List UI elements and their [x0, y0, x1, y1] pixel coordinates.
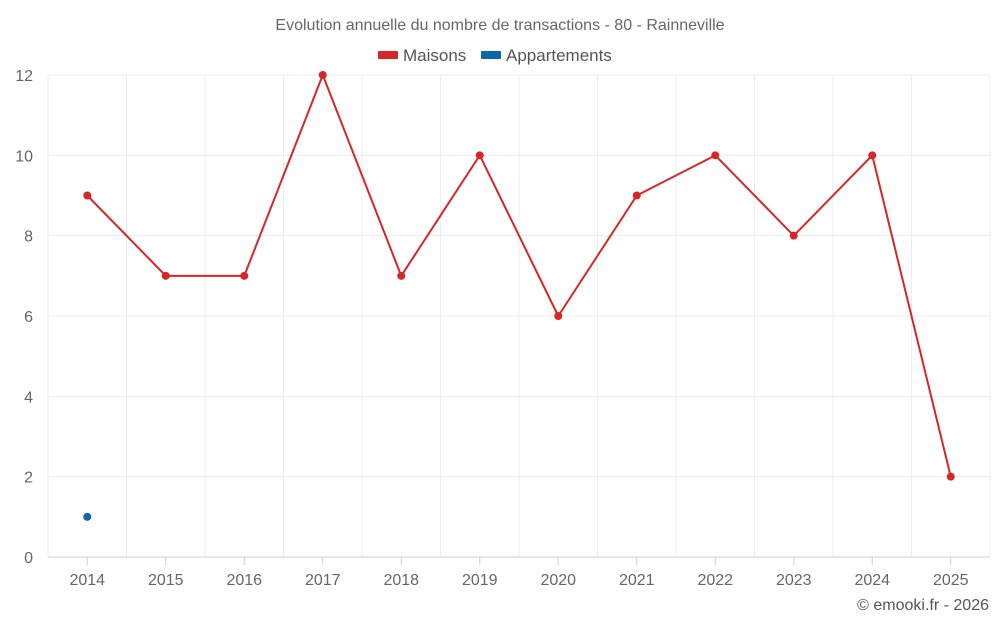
series-line-maisons [86, 74, 952, 477]
y-tick-label: 0 [24, 550, 33, 567]
gridlines [47, 74, 991, 557]
data-point-maisons[interactable] [240, 271, 249, 280]
data-point-appartements[interactable] [83, 512, 92, 521]
x-tick-label: 2017 [305, 572, 341, 589]
y-tick-label: 6 [24, 309, 33, 326]
x-tick-label: 2024 [854, 572, 890, 589]
x-tick-label: 2019 [462, 572, 498, 589]
y-tick-label: 4 [24, 389, 33, 406]
x-tick-label: 2023 [776, 572, 812, 589]
legend-label-maisons: Maisons [403, 46, 466, 65]
data-point-maisons[interactable] [632, 191, 641, 200]
data-point-maisons[interactable] [318, 71, 327, 79]
x-axis-ticks: 2014 2015 2016 2017 2018 2019 2020 2021 2022 2023… [69, 557, 969, 589]
y-tick-label: 12 [15, 68, 33, 85]
legend: Maisons Appartements [378, 46, 612, 65]
legend-item-maisons[interactable]: Maisons [378, 46, 466, 65]
x-tick-label: 2015 [148, 572, 184, 589]
chart-title: Evolution annuelle du nombre de transact… [275, 17, 724, 34]
legend-label-appartements: Appartements [506, 46, 612, 65]
legend-item-appartements[interactable]: Appartements [481, 46, 612, 65]
data-point-maisons[interactable] [397, 271, 406, 280]
series-group [83, 71, 955, 521]
x-tick-label: 2016 [226, 572, 262, 589]
x-tick-label: 2021 [619, 572, 655, 589]
y-tick-label: 10 [15, 148, 33, 165]
y-axis-ticks: 0 2 4 6 8 10 12 [15, 68, 33, 567]
x-tick-label: 2018 [383, 572, 419, 589]
legend-swatch-appartements [481, 51, 501, 59]
data-point-maisons[interactable] [161, 271, 170, 280]
y-tick-label: 8 [24, 229, 33, 246]
data-point-maisons[interactable] [946, 472, 955, 481]
data-point-maisons[interactable] [554, 312, 563, 320]
data-point-maisons[interactable] [475, 151, 484, 160]
legend-swatch-maisons [378, 51, 398, 59]
x-tick-label: 2014 [69, 572, 105, 589]
x-tick-label: 2025 [933, 572, 969, 589]
data-point-maisons[interactable] [83, 191, 92, 200]
x-tick-label: 2022 [697, 572, 733, 589]
data-point-maisons[interactable] [789, 231, 798, 240]
x-tick-label: 2020 [540, 572, 576, 589]
y-tick-label: 2 [24, 470, 33, 487]
credit-text: © emooki.fr - 2026 [857, 597, 989, 614]
data-point-maisons[interactable] [868, 151, 877, 160]
data-point-maisons[interactable] [711, 151, 720, 160]
